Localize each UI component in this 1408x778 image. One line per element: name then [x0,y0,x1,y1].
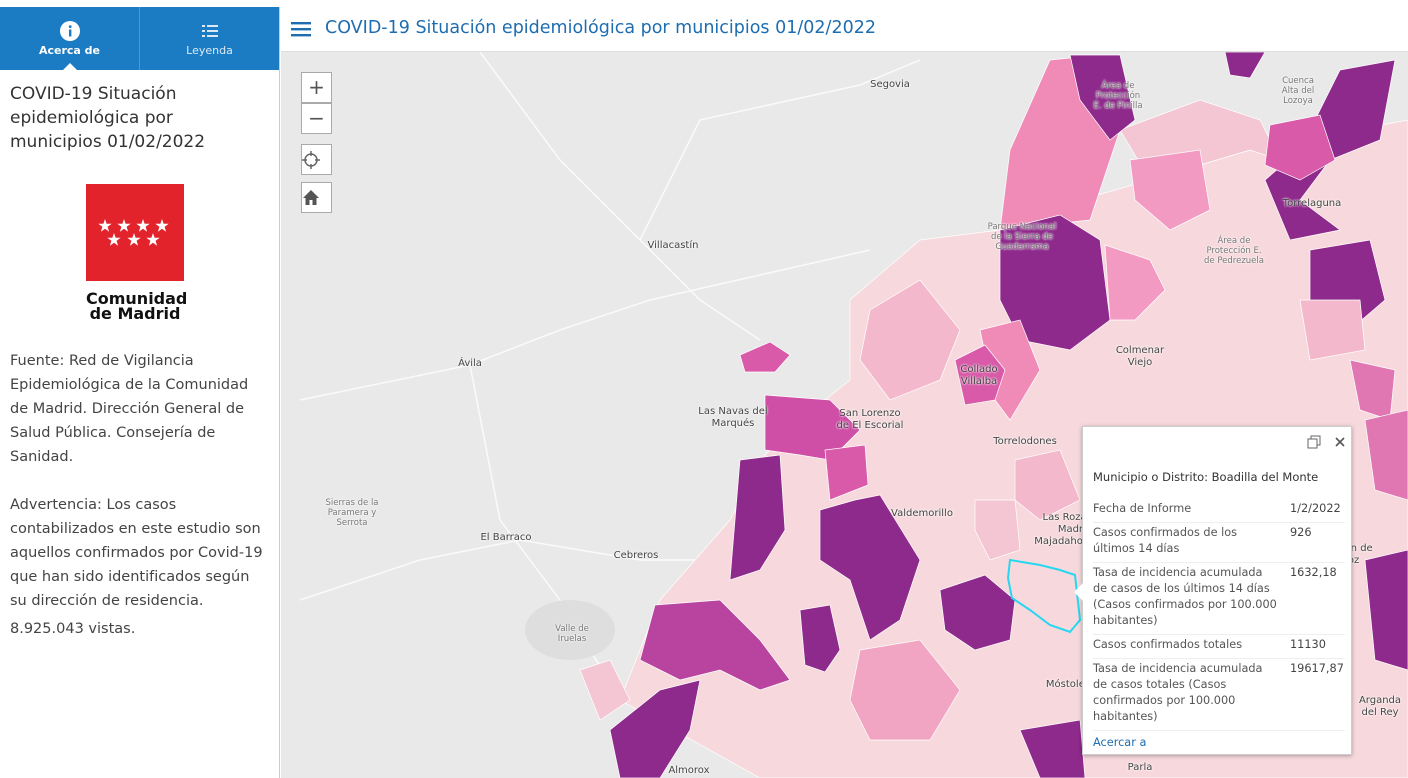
source-text: Fuente: Red de Vigilancia Epidemiológica… [10,353,249,465]
popup-title: Municipio o Distrito: Boadilla del Monte [1093,470,1319,484]
popup-table: Fecha de Informe 1/2/2022 Casos confirmado… [1093,499,1345,731]
locate-icon [302,151,320,169]
place-label: Torrelodones [993,436,1057,447]
views-text: 8.925.043 vistas. [10,621,136,637]
tab-bar: Acerca de Leyenda [0,7,279,70]
place-label: Cuenca Alta del Lozoya [1281,76,1315,106]
place-label: Parla [1127,762,1153,773]
place-label: Las Rozas de Madrid [1042,512,1108,535]
logo: Comunidad de Madrid [86,184,188,323]
place-label: El Barraco [480,532,532,543]
place-label: Torrelaguna [1282,198,1342,209]
field-value: 926 [1290,526,1312,539]
field-name: Tasa de incidencia acumulada de casos de… [1093,566,1277,627]
place-label: Las Navas del Marqués [698,406,768,429]
logo-line: de Madrid [89,304,181,323]
header-title: COVID-19 Situación epidemiológica por mu… [325,18,876,38]
place-label: Almorox [668,765,710,776]
place-label: Villacastín [647,240,699,251]
home-icon [303,190,319,205]
maximize-button[interactable] [1307,435,1321,449]
popup: Municipio o Distrito: Boadilla del Monte… [1074,426,1352,755]
tab-label: Leyenda [186,44,233,57]
place-label: Sierras de la Paramera y Serrota [325,498,379,528]
popup-row: Tasa de incidencia acumulada de casos de… [1093,563,1345,635]
popup-row: Tasa de incidencia acumulada de casos to… [1093,659,1345,731]
place-label: Cebreros [613,550,659,561]
field-name: Fecha de Informe [1093,502,1192,515]
place-label: Ávila [458,358,482,369]
place-label: Arganda del Rey [1358,695,1402,718]
place-label: Parque Nacional de la Sierra de Guadarra… [987,222,1057,252]
field-name: Casos confirmados de los últimos 14 días [1093,526,1238,555]
place-label: San Lorenzo de El Escorial [836,408,904,431]
selected-outline [1006,558,1082,634]
place-label: Valdemorillo [891,508,953,519]
place-label: Área de Protección E. de Pedrezuela [1204,236,1264,266]
sidebar: Acerca de Leyenda COVID-19 Situación epi… [0,7,280,778]
roads [299,52,921,701]
place-label: Colmenar Viejo [1115,345,1165,368]
list-icon [201,25,218,37]
place-label: Majadahonda [1034,536,1102,547]
close-button[interactable] [1333,435,1347,449]
sidebar-title: COVID-19 Situación epidemiológica por mu… [10,84,206,152]
field-value: 11130 [1290,638,1326,651]
popup-row: Casos confirmados totales 11130 [1093,635,1345,659]
menu-button[interactable] [291,21,311,37]
logo-text: Comunidad de Madrid [86,289,188,323]
logo-line: Comunidad [86,289,188,308]
zoom-link[interactable]: Acercar a [1093,736,1147,749]
locate-button[interactable] [301,144,332,175]
place-label: Móstoles [1045,679,1091,690]
field-value: 19617,87 [1290,662,1344,675]
header: COVID-19 Situación epidemiológica por mu… [281,7,1408,52]
place-label: Collado Villalba [960,364,998,387]
place-label: Segovia [870,79,910,90]
zoom-in[interactable]: + [301,72,332,103]
info-icon [59,21,80,41]
place-label: Área de Protección E. de Pinilla [1093,81,1143,111]
zoom-out[interactable]: − [301,103,332,134]
field-value: 1632,18 [1290,566,1337,579]
field-name: Casos confirmados totales [1093,638,1243,651]
logo-flag [86,184,184,281]
place-label: Valle de Iruelas [555,624,589,644]
popup-row: Fecha de Informe 1/2/2022 [1093,499,1345,523]
tab-label: Acerca de [38,44,101,57]
warning-text: Advertencia: Los casos contabilizados en… [10,497,263,609]
field-value: 1/2/2022 [1290,502,1341,515]
tab-legend[interactable]: Leyenda [139,7,279,70]
field-name: Tasa de incidencia acumulada de casos to… [1093,662,1263,723]
popup-row: Casos confirmados de los últimos 14 días… [1093,523,1345,563]
home-button[interactable] [301,182,332,213]
tab-about[interactable]: Acerca de [0,7,139,70]
